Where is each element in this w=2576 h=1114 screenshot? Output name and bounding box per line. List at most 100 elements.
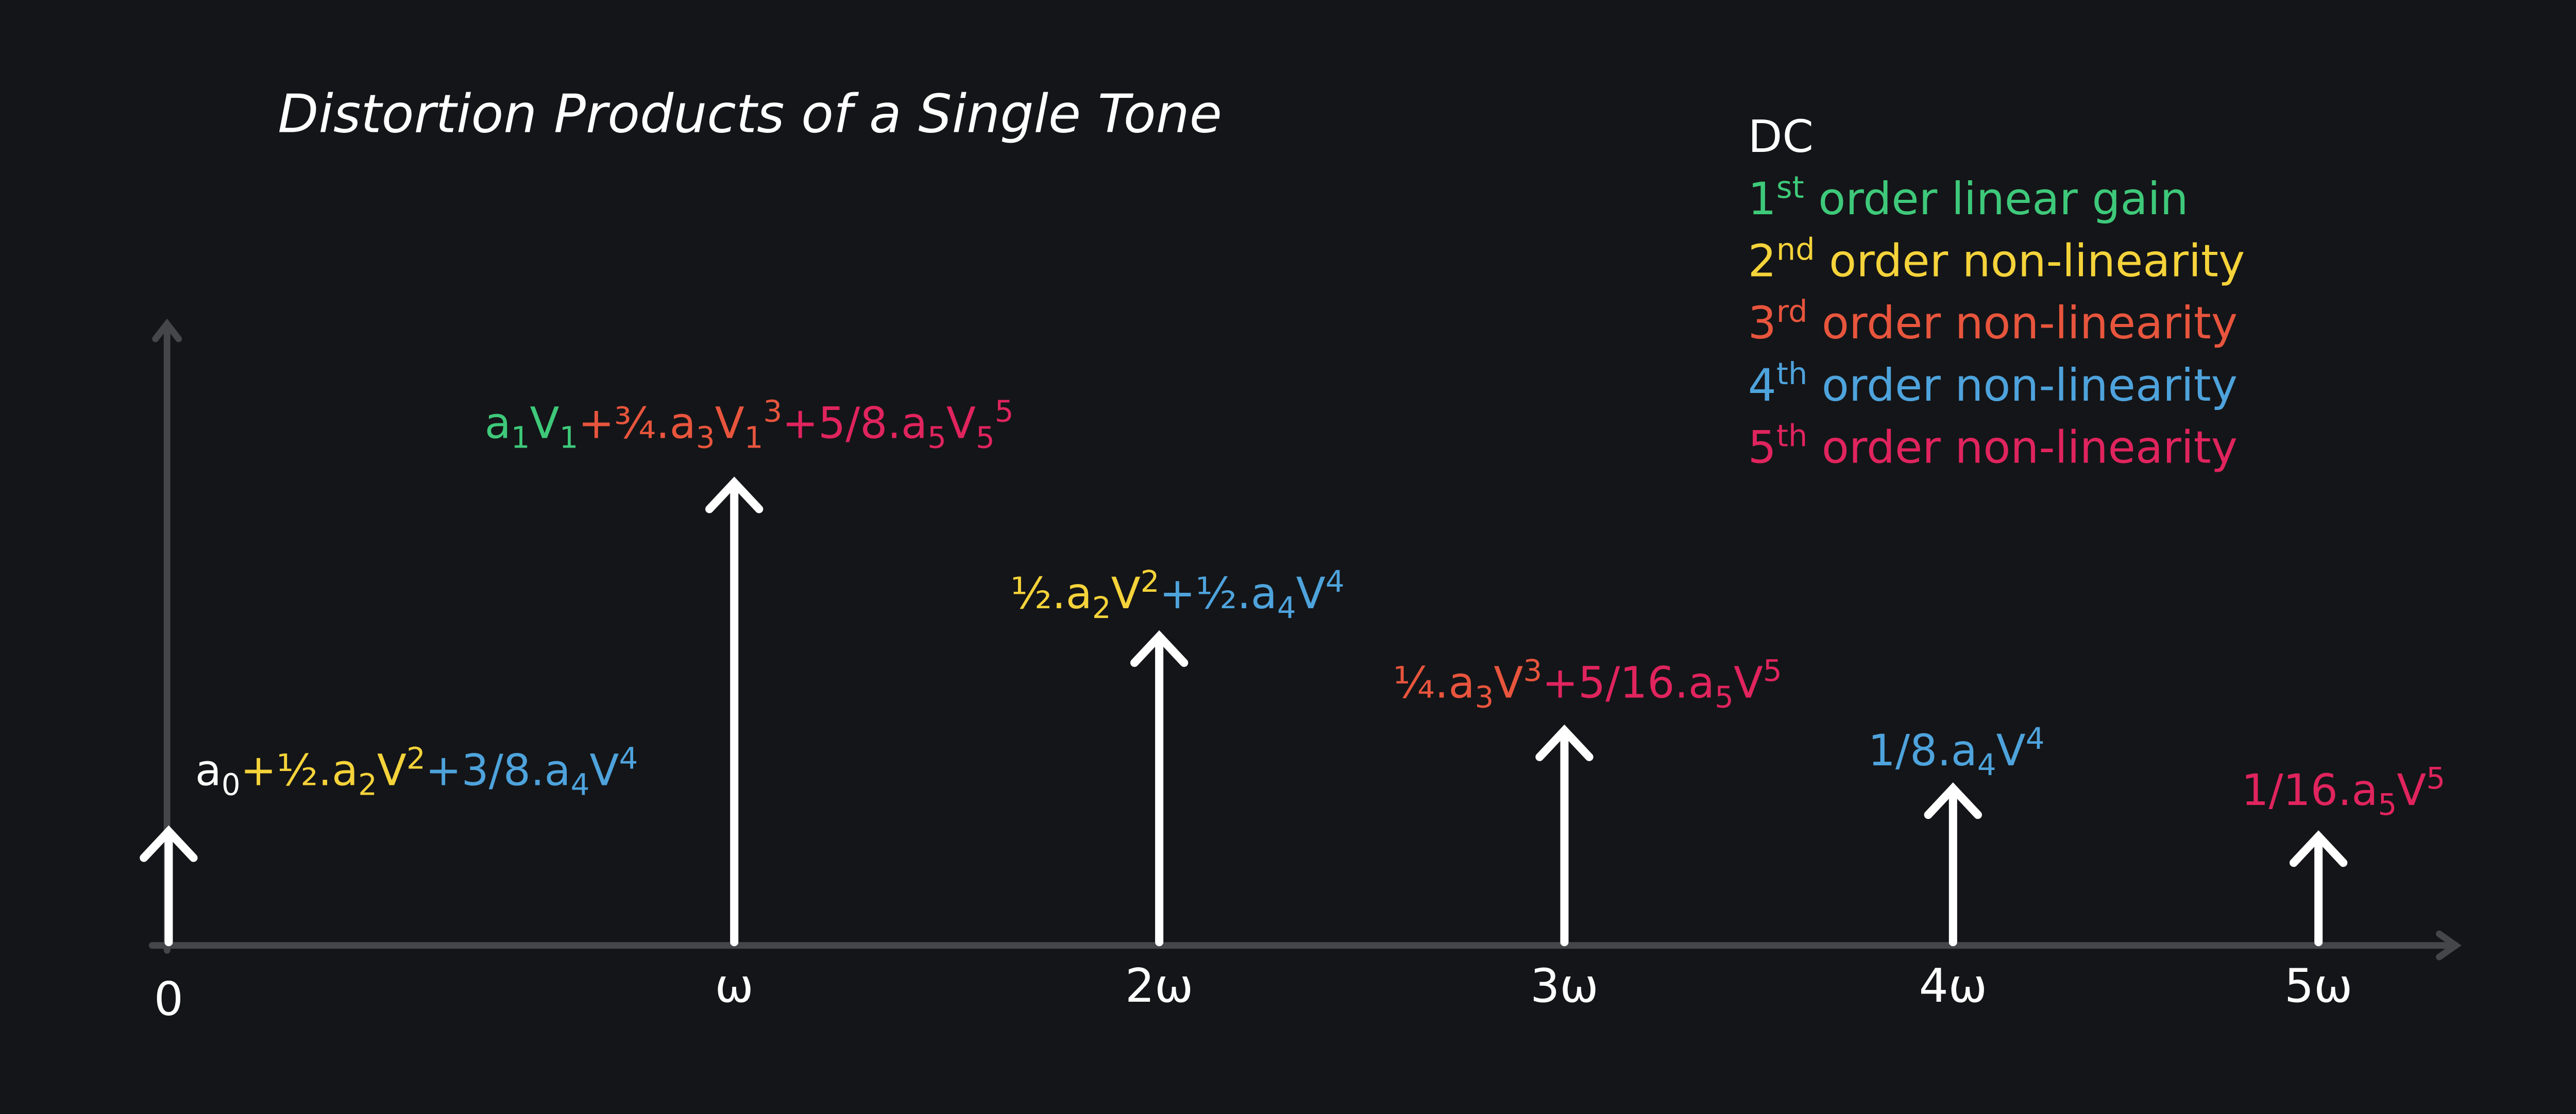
text-part: V <box>1494 658 1523 708</box>
script-text: 4 <box>1977 747 1996 782</box>
label-segment: 1/8.a4V4 <box>1868 721 2045 782</box>
x-axis-arrow <box>2436 930 2462 961</box>
spectral-label: a1V1+¾.a3V13+5/8.a5V55 <box>485 393 1014 455</box>
script-text: th <box>1776 418 1807 453</box>
text-part: V <box>715 398 744 448</box>
script-text: 0 <box>222 767 241 802</box>
legend-item: 1st order linear gain <box>1748 169 2189 225</box>
x-axis-label: 4ω <box>1919 959 1987 1013</box>
text-part: 3 <box>1748 298 1776 349</box>
script-text: 1 <box>560 420 579 455</box>
script-text: 2 <box>358 767 377 802</box>
spectral-arrowhead <box>1130 630 1189 667</box>
script-text: 5 <box>2378 787 2397 822</box>
script-text: 5 <box>1715 680 1734 715</box>
text-part: +¾.a <box>578 398 696 448</box>
script-text: 4 <box>571 767 590 802</box>
text-part: 1/8.a <box>1868 726 1977 776</box>
title: Distortion Products of a Single Tone <box>278 84 1222 145</box>
script-text: 5 <box>995 393 1014 429</box>
text-part: DC <box>1748 111 1814 163</box>
x-axis-label: 0 <box>154 972 183 1026</box>
script-text: rd <box>1776 294 1808 329</box>
script-text: 5 <box>2426 761 2445 796</box>
text-part: V <box>1996 726 2026 776</box>
script-text: 1 <box>744 420 764 455</box>
text-part: 2 <box>1748 236 1776 287</box>
text-part: +5/16.a <box>1542 658 1715 708</box>
spectral-label: ¼.a3V3+5/16.a5V5 <box>1393 653 1782 714</box>
legend-item: DC <box>1748 111 1814 163</box>
spectral-label: 1/8.a4V4 <box>1868 721 2045 782</box>
text-part: a <box>485 398 511 448</box>
spectral-arrowhead <box>705 476 764 513</box>
x-axis-label: 5ω <box>2284 959 2352 1013</box>
script-text: nd <box>1776 231 1815 267</box>
text-part: ½.a <box>1010 569 1092 619</box>
x-axis-label: 3ω <box>1530 959 1598 1013</box>
label-segment: a1V1 <box>485 398 579 455</box>
script-text: 3 <box>763 393 782 429</box>
script-text: 3 <box>1475 680 1494 715</box>
label-segment: +½.a2V2 <box>241 741 426 802</box>
legend-item: 3rd order non-linearity <box>1748 294 2238 349</box>
text-part: V <box>589 745 619 795</box>
label-segment: +½.a4V4 <box>1159 564 1344 625</box>
script-text: 1 <box>511 420 530 455</box>
script-text: 4 <box>2026 721 2045 756</box>
text-part: 5 <box>1748 422 1776 474</box>
text-part: a <box>195 745 222 795</box>
label-segment: +¾.a3V13 <box>578 393 782 455</box>
text-part: +½.a <box>241 745 358 795</box>
label-segment: +5/16.a5V5 <box>1542 653 1782 714</box>
script-text: 5 <box>976 420 995 455</box>
text-part: order linear gain <box>1804 174 2189 225</box>
spectral-label: a0+½.a2V2+3/8.a4V4 <box>195 741 638 802</box>
text-part: +5/8.a <box>782 398 927 448</box>
legend-item: 2nd order non-linearity <box>1748 231 2245 287</box>
x-axis-label: ω <box>715 959 754 1013</box>
label-segment: ½.a2V2 <box>1010 564 1159 625</box>
script-text: 4 <box>1326 564 1345 599</box>
label-segment: +3/8.a4V4 <box>426 741 638 802</box>
spectral-label: ½.a2V2+½.a4V4 <box>1010 564 1344 625</box>
text-part: order non-linearity <box>1807 360 2238 412</box>
text-part: V <box>1296 569 1326 619</box>
spectral-lines <box>140 476 2348 947</box>
text-part: +½.a <box>1159 569 1277 619</box>
text-part: V <box>1734 658 1763 708</box>
spectral-arrowhead <box>2289 830 2348 867</box>
text-part: ¼.a <box>1393 658 1475 708</box>
text-part: V <box>2397 765 2426 815</box>
y-axis-arrow <box>152 318 182 342</box>
text-part: V <box>530 398 560 448</box>
label-segment: 1/16.a5V5 <box>2241 761 2445 822</box>
x-axis-label: 2ω <box>1125 959 1193 1013</box>
text-part: V <box>1111 569 1141 619</box>
text-part: V <box>377 745 406 795</box>
label-segment: +5/8.a5V55 <box>782 393 1013 455</box>
script-text: st <box>1776 169 1804 205</box>
text-part: 1 <box>1748 174 1776 225</box>
text-part: order non-linearity <box>1807 298 2238 349</box>
script-text: 2 <box>406 741 426 776</box>
script-text: th <box>1776 356 1807 391</box>
spectral-label: 1/16.a5V5 <box>2241 761 2445 822</box>
label-segment: a0 <box>195 745 241 802</box>
script-text: 2 <box>1092 590 1111 625</box>
text-part: V <box>946 398 976 448</box>
script-text: 5 <box>927 420 946 455</box>
script-text: 4 <box>619 741 638 776</box>
spectral-arrowhead <box>1535 724 1594 761</box>
text-part: 4 <box>1748 360 1776 412</box>
script-text: 5 <box>1763 653 1782 688</box>
legend-item: 4th order non-linearity <box>1748 356 2238 412</box>
script-text: 3 <box>1523 653 1542 688</box>
spectral-arrowhead <box>1924 782 1982 819</box>
script-text: 2 <box>1141 564 1160 599</box>
text-part: order non-linearity <box>1807 422 2238 474</box>
script-text: 4 <box>1277 590 1296 625</box>
